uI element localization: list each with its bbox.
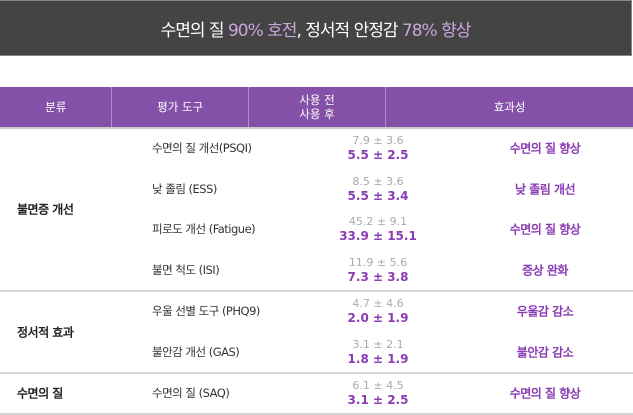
table-row: 피로도 개선 (Fatigue) 45.2 ± 9.1 33.9 ± 15.1 수면의… bbox=[0, 209, 633, 250]
header-tool: 평가 도구 bbox=[112, 87, 249, 127]
table-group: 정서적 효과 우울 선별 도구 (PHQ9) 4.7 ± 4.6 2.0 ± 1.9 우… bbox=[0, 291, 633, 374]
header-category: 분류 bbox=[0, 87, 113, 127]
score-before: 11.9 ± 5.6 bbox=[348, 255, 408, 269]
tool-name: 불면 척도 (ISI) bbox=[152, 262, 220, 277]
header-before-after: 사용 전 사용 후 bbox=[249, 87, 387, 127]
table-row: 수면의 질 개선(PSQI) 7.9 ± 3.6 5.5 ± 2.5 수면의 질 향상 bbox=[0, 128, 633, 169]
banner-text: , 정서적 안정감 bbox=[296, 20, 398, 41]
tool-name: 우울 선별 도구 (PHQ9) bbox=[152, 304, 260, 319]
category-label: 정서적 효과 bbox=[17, 325, 74, 339]
score-before: 4.7 ± 4.6 bbox=[352, 297, 404, 311]
score-values: 4.7 ± 4.6 2.0 ± 1.9 bbox=[318, 296, 438, 326]
table-row: 우울 선별 도구 (PHQ9) 4.7 ± 4.6 2.0 ± 1.9 우울감 감소 bbox=[0, 291, 633, 332]
table-row: 불안감 개선 (GAS) 3.1 ± 2.1 1.8 ± 1.9 불안감 감소 bbox=[0, 332, 633, 373]
banner-text: 수면의 질 bbox=[160, 20, 225, 41]
score-before: 7.9 ± 3.6 bbox=[352, 134, 404, 148]
header-before: 사용 전 bbox=[299, 93, 335, 107]
table-header: 분류 평가 도구 사용 전 사용 후 효과성 bbox=[0, 87, 633, 129]
score-before: 6.1 ± 4.5 bbox=[352, 379, 404, 392]
header-after: 사용 후 bbox=[299, 107, 335, 121]
score-values: 7.9 ± 3.6 5.5 ± 2.5 bbox=[318, 133, 438, 163]
effect-label: 증상 완화 bbox=[522, 263, 568, 278]
table-row: 수면의 질 (SAQ) 6.1 ± 4.5 3.1 ± 2.5 수면의 질 향상 bbox=[0, 373, 633, 413]
effect-label: 우울감 감소 bbox=[516, 304, 574, 319]
score-before: 3.1 ± 2.1 bbox=[352, 337, 404, 351]
header-effect: 효과성 bbox=[493, 100, 526, 114]
score-values: 8.5 ± 3.6 5.5 ± 3.4 bbox=[318, 174, 438, 204]
effect-label: 수면의 질 향상 bbox=[509, 222, 581, 237]
table-row: 불면 척도 (ISI) 11.9 ± 5.6 7.3 ± 3.8 증상 완화 bbox=[0, 250, 633, 291]
effect-label: 수면의 질 향상 bbox=[509, 386, 581, 401]
tool-name: 수면의 질 (SAQ) bbox=[152, 386, 230, 400]
score-after: 2.0 ± 1.9 bbox=[347, 311, 409, 326]
table-row: 낮 졸림 (ESS) 8.5 ± 3.6 5.5 ± 3.4 낮 졸림 개선 bbox=[0, 169, 633, 210]
score-after: 7.3 ± 3.8 bbox=[347, 269, 409, 284]
category-label: 불면증 개선 bbox=[17, 202, 74, 217]
banner-highlight-emotion: 78% 향상 bbox=[401, 20, 471, 41]
table-group: 불면증 개선 수면의 질 개선(PSQI) 7.9 ± 3.6 5.5 ± 2.5 수면… bbox=[0, 128, 633, 292]
tool-name: 낮 졸림 (ESS) bbox=[152, 181, 217, 196]
table-group: 수면의 질 수면의 질 (SAQ) 6.1 ± 4.5 3.1 ± 2.5 수면의 질 … bbox=[0, 373, 633, 415]
score-before: 8.5 ± 3.6 bbox=[352, 174, 404, 188]
banner-highlight-sleep: 90% 호전 bbox=[227, 20, 297, 41]
score-after: 33.9 ± 15.1 bbox=[339, 229, 417, 244]
score-before: 45.2 ± 9.1 bbox=[348, 215, 408, 229]
tool-name: 수면의 질 개선(PSQI) bbox=[152, 141, 252, 156]
score-after: 3.1 ± 2.5 bbox=[347, 393, 409, 407]
effect-label: 불안감 감소 bbox=[516, 345, 574, 360]
score-values: 6.1 ± 4.5 3.1 ± 2.5 bbox=[318, 378, 438, 408]
score-values: 3.1 ± 2.1 1.8 ± 1.9 bbox=[318, 337, 438, 367]
tool-name: 피로도 개선 (Fatigue) bbox=[152, 222, 256, 237]
score-values: 45.2 ± 9.1 33.9 ± 15.1 bbox=[318, 214, 438, 244]
score-after: 5.5 ± 2.5 bbox=[347, 148, 409, 163]
title-banner: 수면의 질 90% 호전, 정서적 안정감 78% 향상 bbox=[0, 0, 632, 56]
score-after: 5.5 ± 3.4 bbox=[347, 188, 409, 203]
tool-name: 불안감 개선 (GAS) bbox=[152, 344, 240, 359]
score-values: 11.9 ± 5.6 7.3 ± 3.8 bbox=[318, 255, 438, 285]
effect-label: 낮 졸림 개선 bbox=[514, 182, 576, 197]
category-label: 수면의 질 bbox=[17, 386, 63, 401]
score-after: 1.8 ± 1.9 bbox=[347, 351, 409, 366]
effect-label: 수면의 질 향상 bbox=[509, 141, 581, 156]
